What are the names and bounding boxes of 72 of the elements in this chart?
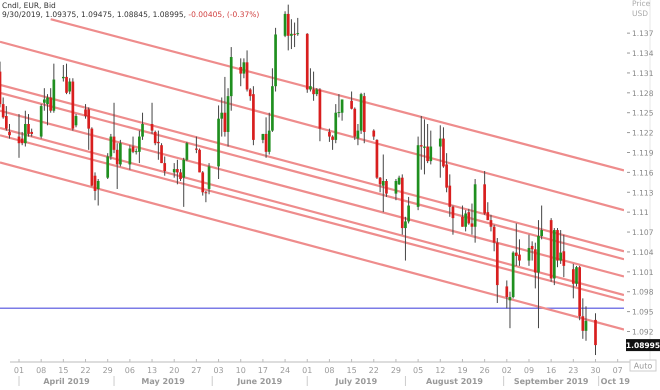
x-tick-label: 15: [58, 366, 68, 375]
x-tick-label: 08: [36, 366, 46, 375]
x-tick-label: 08: [324, 366, 335, 375]
candlestick: [68, 78, 72, 95]
text: August 2019: [426, 377, 484, 386]
x-tick-label: 26: [480, 366, 490, 375]
text: April 2019: [43, 377, 90, 386]
candlestick: [74, 114, 78, 128]
candlestick: [394, 178, 398, 201]
candlestick: [562, 234, 566, 278]
x-tick-label: 20: [169, 366, 180, 375]
candlestick: [312, 71, 315, 102]
x-tick-label: 24: [280, 366, 290, 375]
text: Oct 19: [600, 377, 630, 386]
x-tick-label: 01: [14, 366, 24, 375]
x-tick-label: 02: [502, 366, 512, 375]
x-tick-label: 06: [124, 366, 135, 375]
x-tick-label: 01: [302, 366, 312, 375]
candlestick: [514, 222, 518, 266]
candlestick: [470, 203, 474, 236]
candlestick: [224, 76, 226, 138]
x-tick-label: 22: [80, 366, 91, 375]
candlestick: [382, 154, 385, 213]
candlestick: [264, 116, 268, 158]
candlestick: [372, 128, 376, 140]
candlestick: [284, 10, 286, 38]
candlestick: [572, 263, 575, 299]
x-tick-label: 27: [191, 366, 202, 375]
x-tick-label: 22: [368, 366, 379, 375]
x-tick-label: 03: [213, 366, 224, 375]
x-tick-label: 16: [546, 366, 556, 375]
candlestick: [528, 234, 530, 266]
x-tick-label: 29: [390, 366, 402, 375]
candlestick: [27, 114, 30, 138]
x-tick-label: 15: [346, 366, 357, 375]
candlestick: [24, 110, 27, 148]
candlestick: [172, 162, 176, 178]
x-tick-label: 13: [146, 366, 158, 375]
candlestick: [176, 159, 179, 185]
candlestick: [464, 210, 467, 232]
candlestick: [239, 58, 242, 87]
candlestick: [208, 162, 210, 195]
text: June 2019: [236, 377, 283, 386]
x-tick-label: 29: [102, 366, 113, 375]
candlestick: [429, 130, 432, 165]
candlestick: [584, 306, 588, 342]
candlestick: [534, 242, 537, 289]
candlestick: [423, 118, 426, 175]
candlestick: [461, 205, 464, 228]
candlestick: [96, 178, 100, 206]
candlestick: [293, 22, 296, 48]
candlestick: [18, 114, 20, 158]
text: May 2019: [141, 377, 186, 386]
x-tick-label: 10: [236, 366, 246, 375]
candlestick: [290, 18, 293, 50]
candlestick: [286, 4, 290, 51]
x-tick-label: 07: [612, 366, 623, 375]
x-tick-label: 23: [568, 366, 578, 375]
x-tick-label: 17: [258, 366, 268, 375]
x-tick-label: 05: [413, 366, 424, 375]
x-tick-label: 09: [524, 366, 534, 375]
text: July 2019: [334, 377, 378, 386]
candlestick: [559, 230, 562, 264]
candlestick: [20, 131, 24, 146]
candlestick: [438, 124, 442, 178]
text: Auto: [634, 362, 652, 370]
candlestick: [420, 116, 423, 170]
text: September 2019: [514, 377, 589, 386]
candlestick: [65, 63, 68, 95]
x-tick-label: 30: [590, 366, 601, 375]
x-tick-label: 19: [457, 366, 468, 375]
x-tick-label: 12: [435, 366, 446, 375]
